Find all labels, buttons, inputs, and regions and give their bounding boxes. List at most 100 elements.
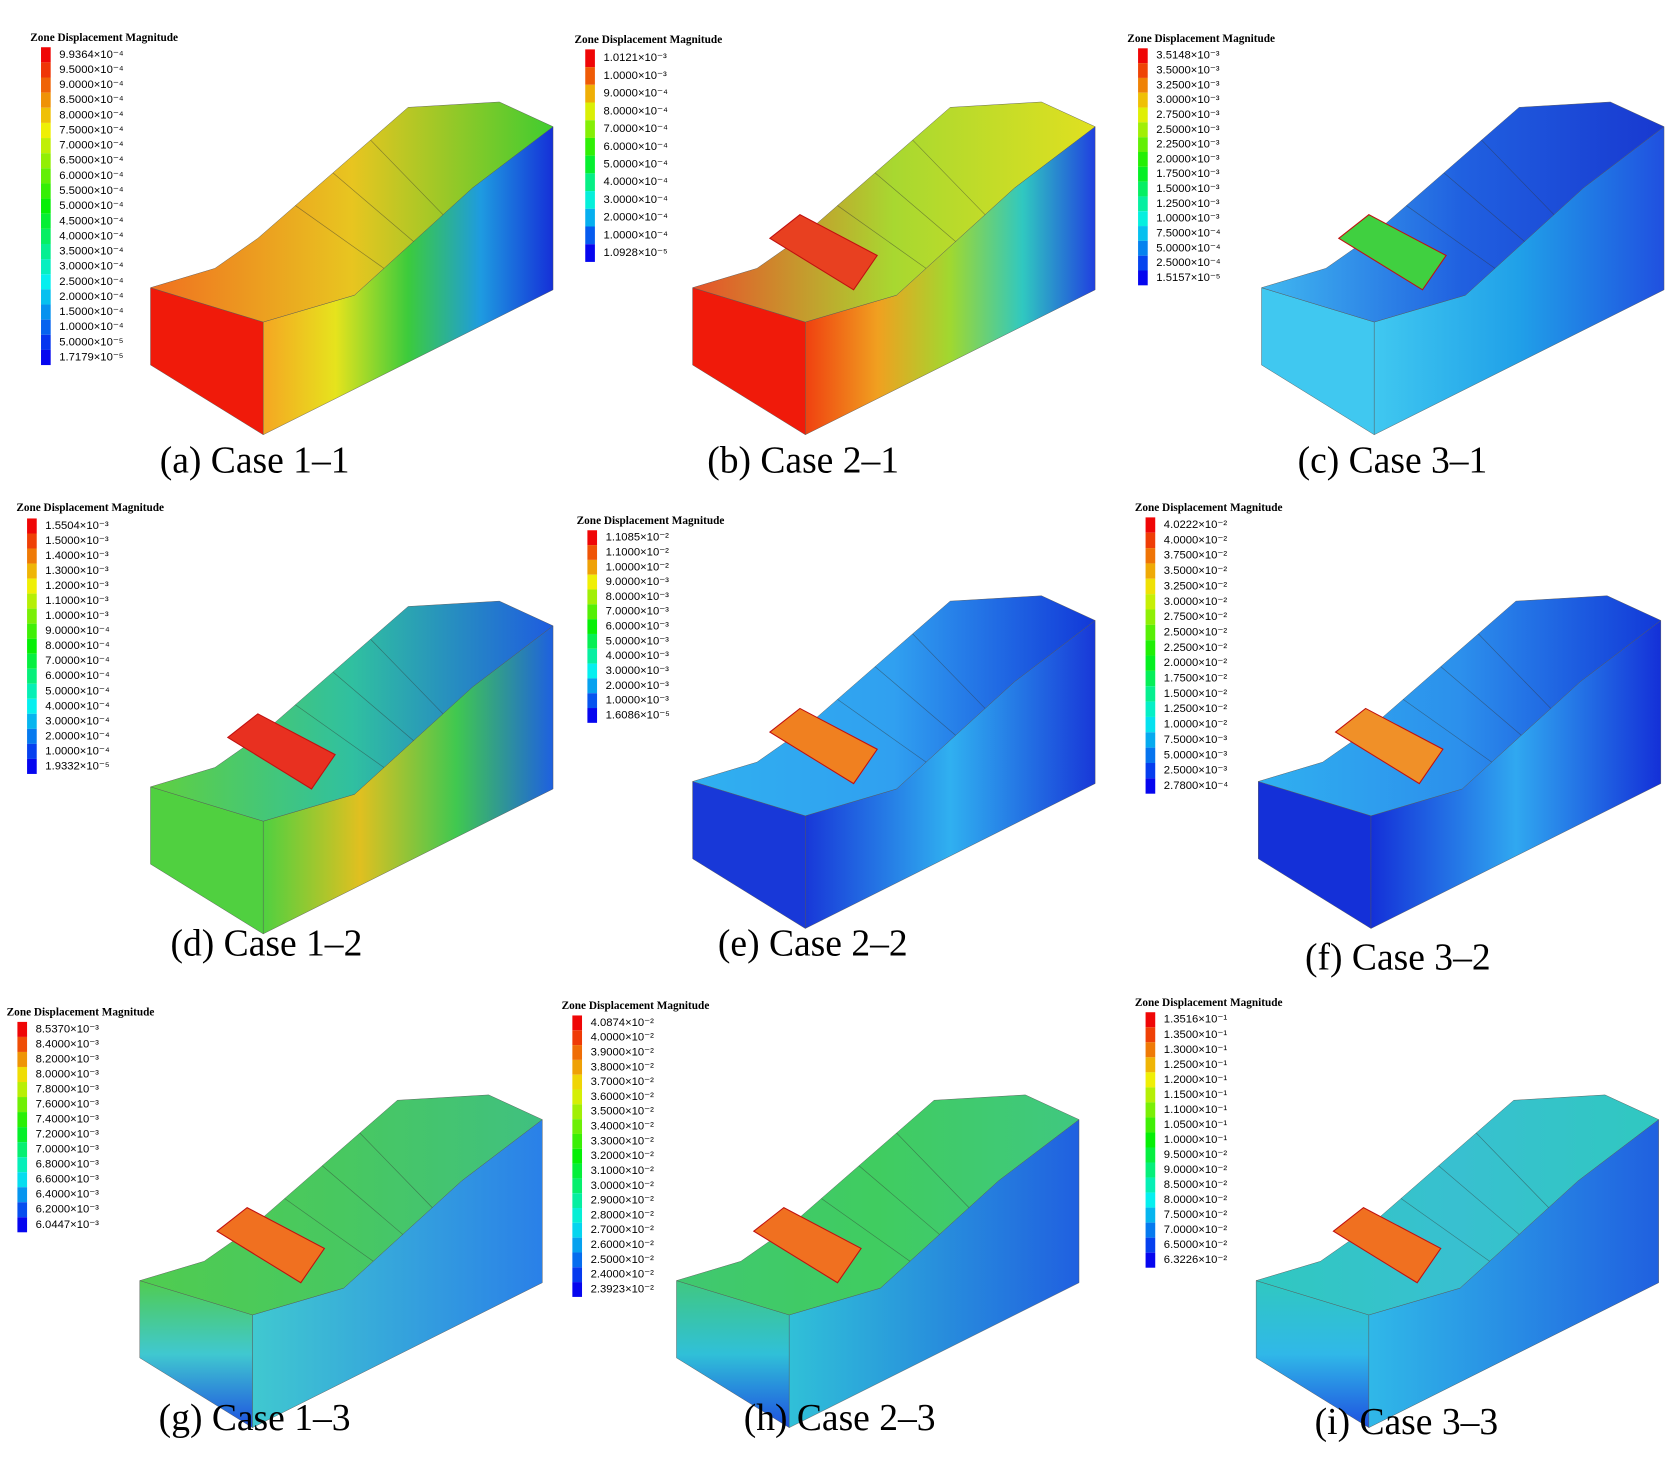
legend-label: 1.0000×10⁻³ [606,695,670,707]
legend-label: 1.3516×10⁻¹ [1164,1014,1228,1026]
panel: Zone Displacement Magnitude 1.3516×10⁻¹ 1.… [1135,997,1660,1443]
legend-label: 8.5370×10⁻³ [36,1023,100,1035]
legend-swatch [1138,77,1148,93]
legend-label: 7.5000×10⁻³ [1164,734,1228,746]
legend-label: 2.0000×10⁻³ [606,680,670,692]
legend-swatch [41,259,51,275]
panel-caption: (a) Case 1–1 [160,440,350,481]
legend-label: 2.6000×10⁻² [591,1239,655,1251]
legend-swatch [1145,1207,1156,1223]
legend-label: 6.2000×10⁻³ [36,1204,100,1216]
legend-swatch [1138,122,1148,138]
legend-swatch [41,168,51,184]
legend-swatch [587,574,598,590]
legend-label: 1.2500×10⁻³ [1156,198,1220,210]
legend-label: 4.0000×10⁻⁴ [603,176,668,188]
legend-swatch [1138,226,1148,241]
legend-label: 7.5000×10⁻⁴ [59,124,124,136]
legend-swatch [572,1193,583,1209]
legend-label: 1.1500×10⁻¹ [1164,1089,1228,1101]
slope-model [139,1094,543,1429]
legend-label: 6.8000×10⁻³ [36,1159,100,1171]
legend-label: 3.5000×10⁻² [1164,565,1228,577]
legend-swatch [27,578,37,594]
legend-swatch [17,1187,28,1203]
legend-label: 5.0000×10⁻⁴ [1156,242,1221,254]
legend-swatch [572,1252,583,1268]
legend-label: 6.4000×10⁻³ [36,1189,100,1201]
legend-swatch [1145,1057,1156,1073]
legend-label: 3.7500×10⁻² [1164,550,1228,562]
legend-label: 6.3226×10⁻² [1164,1254,1228,1266]
legend-swatch [585,226,595,245]
bench-line [1478,633,1552,709]
legend-label: 6.5000×10⁻⁴ [59,155,124,167]
legend-swatch [41,198,51,214]
legend-label: 2.0000×10⁻³ [1156,153,1220,165]
legend-swatch [585,84,595,103]
legend-label: 3.8000×10⁻² [591,1061,655,1073]
legend-swatch [1138,48,1148,64]
legend-swatch [17,1172,28,1188]
legend-swatch [17,1097,28,1113]
pile-zone [226,713,336,790]
legend-swatch [1145,1252,1156,1268]
legend-label: 3.0000×10⁻⁴ [603,194,668,206]
legend-label: 4.0222×10⁻² [1164,519,1228,531]
model-top-face [1257,595,1662,817]
legend-label: 8.5000×10⁻⁴ [59,94,124,106]
panel: Zone Displacement Magnitude 4.0222×10⁻² 4.… [1135,502,1662,978]
panel: Zone Displacement Magnitude 9.9364×10⁻⁴ 9.… [30,32,554,481]
legend-label: 4.0000×10⁻³ [606,650,670,662]
bench-line [837,205,927,269]
slope-model [1257,595,1662,929]
legend-swatch [41,319,51,335]
legend-swatch [572,1015,583,1031]
legend-swatch [572,1059,583,1075]
legend-swatch [17,1112,28,1128]
legend-label: 1.5157×10⁻⁵ [1156,272,1220,284]
legend-swatch [585,173,595,192]
pile-zone [768,214,879,291]
legend-label: 3.5000×10⁻⁴ [59,246,124,258]
legend-label: 4.5000×10⁻⁴ [59,215,124,227]
legend-label: 5.0000×10⁻⁴ [45,685,110,697]
model-top-face [1260,101,1665,323]
legend-label: 7.0000×10⁻³ [606,606,670,618]
legend-label: 7.8000×10⁻³ [36,1084,100,1096]
legend-swatch [41,122,51,139]
legend-label: 6.0000×10⁻⁴ [603,141,668,153]
legend-label: 1.7500×10⁻² [1164,673,1228,685]
bench-line [1443,172,1525,242]
legend-label: 7.4000×10⁻³ [36,1114,100,1126]
legend-swatch [41,349,51,366]
legend-label: 2.9000×10⁻² [591,1195,655,1207]
legend-swatch [1145,609,1156,625]
legend-swatch [1145,1117,1156,1133]
legend-swatch [1145,1177,1156,1193]
legend-label: 1.0000×10⁻³ [603,70,667,82]
legend-swatch [27,713,37,729]
legend-swatch [587,545,598,560]
legend-swatch [17,1127,28,1143]
legend-swatch [41,289,51,305]
legend-label: 3.0000×10⁻² [591,1180,655,1192]
legend-label: 1.1000×10⁻³ [45,595,109,607]
legend-label: 3.4000×10⁻² [591,1121,655,1133]
legend-label: 1.2500×10⁻² [1164,703,1228,715]
bench-line [874,666,956,736]
legend-swatch [17,1066,28,1083]
legend-swatch [1145,1072,1156,1088]
pile-zone [1337,214,1447,291]
legend-swatch [572,1119,583,1134]
legend-label: 5.0000×10⁻⁴ [603,158,668,170]
legend-swatch [1138,166,1148,182]
legend-label: 1.4000×10⁻³ [45,550,109,562]
legend-swatch [1145,1222,1156,1238]
legend-label: 1.3000×10⁻¹ [1164,1044,1228,1056]
legend-swatch [1145,563,1156,579]
legend-label: 2.7500×10⁻³ [1156,109,1220,121]
legend-swatch [1145,701,1156,717]
legend-label: 9.5000×10⁻² [1164,1149,1228,1161]
bench-line [295,704,385,768]
